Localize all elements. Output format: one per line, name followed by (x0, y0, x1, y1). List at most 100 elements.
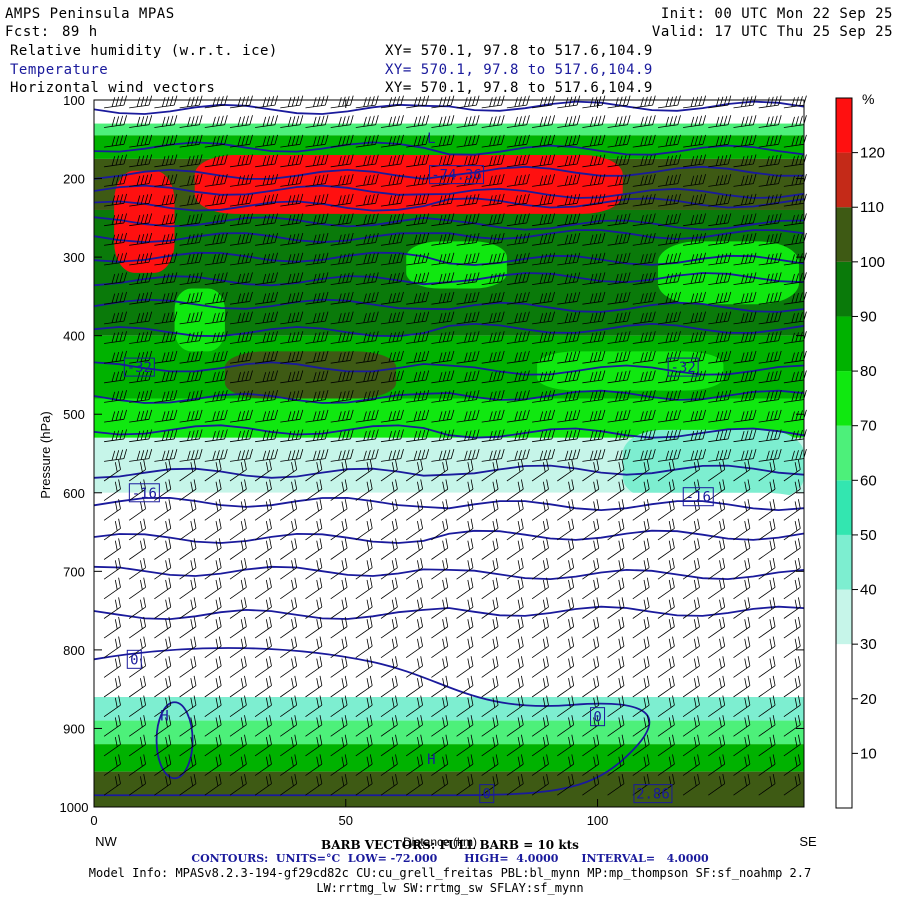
wind-barb-flag (690, 352, 695, 363)
wind-barb-shaft (632, 320, 653, 325)
wind-barb (305, 115, 329, 128)
wind-barb-shaft (783, 202, 804, 207)
wind-barb-shaft (481, 418, 502, 423)
wind-barb-flag (123, 390, 127, 400)
wind-barb-flag (501, 311, 505, 322)
wind-barb-flag (564, 254, 569, 264)
wind-barb-flag (195, 233, 199, 244)
wind-barb-flag (702, 174, 706, 184)
wind-barb-flag (165, 135, 170, 146)
wind-barb (456, 115, 480, 128)
wind-barb-flag (224, 311, 228, 322)
wind-barb-flag (539, 195, 544, 206)
wind-barb-flag (446, 253, 451, 263)
wind-barb-flag (148, 213, 153, 224)
wind-barb-flag (245, 194, 249, 204)
wind-barb (229, 331, 253, 344)
wind-barb-shaft (607, 261, 628, 266)
wind-barb-flag (320, 135, 325, 145)
wind-barb-flag (723, 370, 728, 381)
wind-barb-flag (572, 312, 577, 322)
wind-barb-flag (313, 411, 317, 422)
wind-barb-shaft (657, 418, 678, 423)
wind-barb-flag (623, 253, 627, 263)
wind-barb (607, 115, 631, 128)
wind-barb (683, 331, 706, 344)
wind-barb (204, 213, 228, 227)
wind-barb-shaft (330, 360, 351, 364)
wind-barb-flag (593, 292, 598, 303)
wind-barb (632, 213, 656, 227)
wind-barb-flag (795, 214, 799, 225)
wind-barb-flag (342, 214, 346, 225)
wind-barb-flag (224, 232, 228, 243)
wind-barb-flag (413, 372, 418, 382)
wind-barb-shaft (657, 143, 678, 148)
wind-barb (406, 95, 430, 109)
wind-barb-shaft (607, 281, 628, 285)
wind-barb-shaft (733, 124, 754, 128)
wind-barb (179, 272, 203, 285)
wind-barb-flag (421, 96, 426, 106)
wind-barb-flag (514, 391, 518, 402)
wind-barb (532, 252, 555, 266)
wind-barb-flag (741, 293, 745, 304)
wind-barb-flag (795, 332, 799, 342)
wind-barb-flag (316, 273, 321, 284)
wind-barb-flag (270, 253, 275, 263)
wind-barb-shaft (532, 163, 552, 168)
wind-barb-flag (766, 195, 770, 206)
wind-barb-flag (778, 115, 782, 125)
wind-barb-flag (241, 155, 245, 166)
wind-barb-flag (572, 233, 577, 244)
wind-barb-flag (199, 232, 203, 243)
wind-barb-flag (173, 232, 178, 243)
wind-barb-shaft (708, 143, 729, 148)
wind-barb-shaft (506, 261, 527, 266)
wind-barb-shaft (380, 320, 401, 325)
wind-barb-flag (165, 391, 170, 401)
wind-barb-flag (425, 193, 430, 204)
wind-barb-flag (778, 174, 782, 184)
wind-barb-flag (623, 194, 627, 204)
wind-barb-flag (615, 293, 619, 304)
wind-barb-shaft (632, 379, 653, 384)
wind-barb-flag (316, 214, 321, 225)
wind-barb-flag (472, 410, 476, 420)
wind-barb-flag (539, 254, 544, 264)
wind-barb-flag (241, 96, 245, 107)
wind-barb (154, 390, 178, 403)
wind-barb-flag (144, 96, 149, 106)
wind-barb (255, 350, 278, 364)
wind-barb-flag (371, 312, 375, 322)
wind-barb-shaft (255, 399, 275, 403)
wind-barb-flag (799, 174, 803, 185)
wind-barb-flag (640, 97, 644, 107)
wind-barb (657, 213, 681, 227)
wind-barb-shaft (733, 320, 754, 325)
wind-barb-flag (551, 193, 555, 204)
wind-barb (154, 193, 178, 207)
wind-barb-shaft (783, 143, 804, 148)
wind-barb-flag (342, 312, 346, 323)
wind-barb-flag (476, 115, 480, 125)
wind-barb-shaft (657, 320, 678, 325)
wind-barb-flag (589, 175, 594, 186)
wind-barb-flag (627, 134, 631, 145)
wind-barb-flag (619, 391, 623, 401)
wind-barb-flag (161, 215, 166, 225)
wind-barb-flag (526, 390, 530, 400)
wind-barb-flag (413, 352, 418, 363)
wind-barb-flag (719, 234, 724, 244)
wind-barb (380, 193, 404, 207)
wind-barb-flag (320, 272, 325, 283)
wind-barb-flag (212, 97, 216, 107)
wind-barb-flag (497, 351, 501, 362)
wind-barb (733, 252, 757, 266)
wind-barb-flag (799, 253, 803, 263)
wind-barb-flag (568, 351, 573, 362)
wind-barb (355, 154, 379, 168)
wind-barb-flag (774, 194, 778, 204)
wind-barb-flag (778, 390, 782, 400)
wind-barb-shaft (255, 281, 275, 285)
